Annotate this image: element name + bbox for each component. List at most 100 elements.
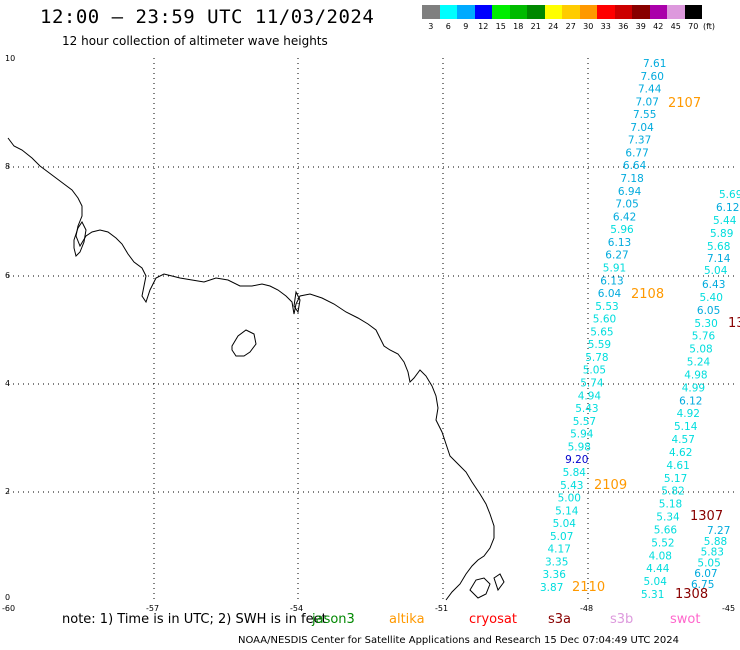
wave-height-value: 5.53 bbox=[595, 301, 618, 313]
color-scale-label: 12 bbox=[478, 22, 489, 31]
wave-height-value: 6.04 bbox=[598, 288, 622, 300]
color-swatch bbox=[649, 5, 667, 19]
color-scale-step: 6 bbox=[439, 5, 457, 31]
wave-height-value: 6.43 bbox=[702, 279, 725, 291]
wave-height-value: 4.98 bbox=[684, 369, 707, 381]
color-scale-label: 9 bbox=[463, 22, 469, 31]
color-scale-label: 39 bbox=[635, 22, 646, 31]
legend-s3a: s3a bbox=[548, 612, 571, 627]
wave-height-value: 7.61 bbox=[643, 58, 666, 70]
wave-height-value: 4.08 bbox=[649, 550, 672, 562]
color-scale-unit: (ft) bbox=[703, 22, 716, 31]
wave-height-value: 5.98 bbox=[568, 441, 591, 453]
y-tick-label: 0 bbox=[5, 593, 10, 602]
color-swatch bbox=[544, 5, 562, 19]
wave-height-value: 5.43 bbox=[575, 403, 598, 415]
x-axis-ticks: -60 -57 -54 -51 -48 -45 bbox=[2, 604, 735, 613]
legend-altika: altika bbox=[389, 612, 425, 627]
wave-height-value: 5.43 bbox=[560, 480, 583, 492]
wave-height-value: 4.92 bbox=[677, 408, 700, 420]
color-scale-bar: 3 6 9 12 15 18 21 24 27 30 33 36 39 42 45 70 (ft) bbox=[422, 5, 715, 31]
wave-height-value: 5.04 bbox=[644, 576, 668, 588]
color-scale-step: 21 bbox=[527, 5, 545, 31]
color-swatch bbox=[492, 5, 510, 19]
pass-id-labels: 2107 2108 2109 2110 1307 1308 13 bbox=[572, 96, 740, 602]
footer-note: note: 1) Time is in UTC; 2) SWH is in fe… bbox=[62, 612, 327, 627]
wave-height-value: 5.91 bbox=[603, 263, 626, 275]
color-scale-label: 30 bbox=[583, 22, 594, 31]
wave-height-value: 5.83 bbox=[701, 547, 724, 559]
satellite-track-3-low: 7.275.885.835.056.076.75 bbox=[691, 525, 730, 591]
color-swatch bbox=[614, 5, 632, 19]
color-scale-step: 39 bbox=[632, 5, 650, 31]
legend-label: cryosat bbox=[469, 612, 517, 627]
color-scale-step: 30 bbox=[579, 5, 597, 31]
x-tick-label: -57 bbox=[146, 604, 159, 613]
color-swatch bbox=[422, 5, 440, 19]
wave-height-value: 5.96 bbox=[610, 224, 634, 236]
color-scale-label: 24 bbox=[548, 22, 559, 31]
wave-height-value: 5.14 bbox=[674, 421, 698, 433]
color-scale-label: 36 bbox=[618, 22, 629, 31]
color-scale-label: 27 bbox=[565, 22, 576, 31]
wave-height-value: 5.89 bbox=[710, 228, 733, 240]
pass-id-2108: 2108 bbox=[631, 287, 664, 302]
color-scale-step: 70 bbox=[684, 5, 702, 31]
wave-height-value: 7.55 bbox=[633, 109, 656, 121]
wave-height-value: 5.84 bbox=[563, 467, 587, 479]
color-swatch bbox=[474, 5, 492, 19]
page-title: 12:00 – 23:59 UTC 11/03/2024 bbox=[40, 6, 375, 28]
wave-height-value: 5.60 bbox=[593, 314, 616, 326]
color-swatch bbox=[597, 5, 615, 19]
wave-height-value: 9.20 bbox=[565, 454, 588, 466]
wave-height-value: 6.12 bbox=[679, 395, 702, 407]
wave-height-value: 5.74 bbox=[580, 378, 604, 390]
x-tick-label: -51 bbox=[435, 604, 448, 613]
wave-height-value: 6.75 bbox=[691, 579, 714, 591]
color-scale-label: 18 bbox=[513, 22, 524, 31]
y-tick-label: 2 bbox=[5, 487, 10, 496]
wave-height-value: 5.66 bbox=[654, 524, 678, 536]
wave-height-value: 7.60 bbox=[641, 71, 664, 83]
wave-height-value: 6.05 bbox=[697, 305, 720, 317]
legend-s3b: s3b bbox=[610, 612, 633, 627]
legend-label: s3a bbox=[548, 612, 572, 627]
y-tick-label: 10 bbox=[5, 54, 15, 63]
legend-label: swot bbox=[670, 612, 701, 627]
color-scale-step: 24 bbox=[544, 5, 562, 31]
wave-height-value: 4.61 bbox=[666, 460, 689, 472]
color-swatch bbox=[457, 5, 475, 19]
wave-height-value: 5.52 bbox=[651, 537, 674, 549]
wave-height-value: 5.59 bbox=[588, 339, 611, 351]
wave-height-value: 7.37 bbox=[628, 135, 651, 147]
satellite-track-1: 7.617.607.447.077.557.047.376.776.647.18… bbox=[540, 58, 666, 594]
wave-height-value: 5.40 bbox=[700, 292, 723, 304]
wave-height-value: 5.76 bbox=[692, 331, 716, 343]
wave-height-value: 4.99 bbox=[682, 382, 705, 394]
color-scale-label: 21 bbox=[530, 22, 541, 31]
wave-height-value: 4.62 bbox=[669, 447, 692, 459]
satellite-track-4: 5.696.125.445.895.68 bbox=[707, 189, 740, 253]
wave-height-value: 5.24 bbox=[687, 357, 711, 369]
color-scale-step: 18 bbox=[509, 5, 527, 31]
wave-height-value: 7.14 bbox=[707, 253, 731, 265]
wave-height-value: 7.04 bbox=[630, 122, 654, 134]
color-scale-label: 42 bbox=[653, 22, 664, 31]
wave-height-value: 6.94 bbox=[618, 186, 642, 198]
wave-height-value: 7.07 bbox=[636, 96, 659, 108]
x-tick-label: -48 bbox=[580, 604, 593, 613]
wave-height-value: 4.17 bbox=[548, 544, 571, 556]
wave-height-value: 7.44 bbox=[638, 84, 662, 96]
wave-height-value: 5.05 bbox=[697, 557, 720, 569]
page-subtitle: 12 hour collection of altimeter wave hei… bbox=[62, 34, 328, 48]
wave-height-value: 5.14 bbox=[555, 505, 579, 517]
color-swatch bbox=[509, 5, 527, 19]
wave-height-value: 5.05 bbox=[583, 365, 606, 377]
pass-id-13: 13 bbox=[728, 316, 740, 331]
x-tick-label: -45 bbox=[722, 604, 735, 613]
color-scale-step: 45 bbox=[667, 5, 685, 31]
x-tick-label: -60 bbox=[2, 604, 15, 613]
wave-height-value: 6.13 bbox=[608, 237, 631, 249]
wave-height-value: 6.13 bbox=[600, 275, 623, 287]
